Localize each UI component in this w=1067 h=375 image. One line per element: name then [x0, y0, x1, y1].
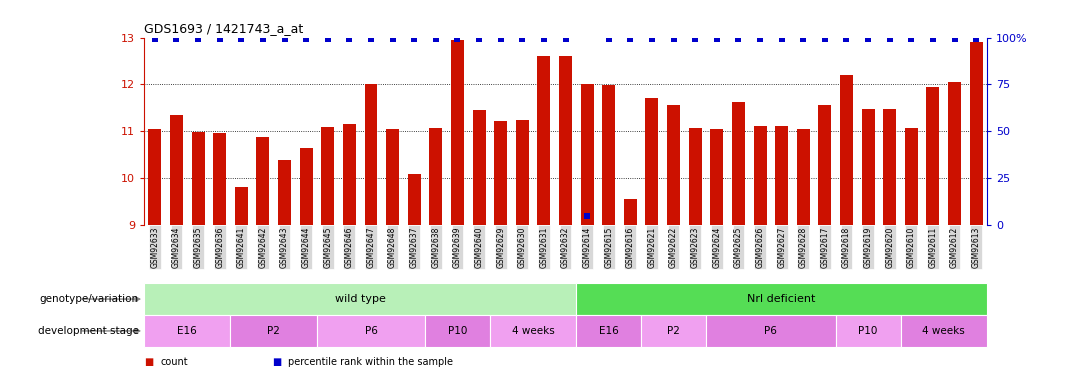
Bar	[490, 315, 576, 347]
Bar	[429, 128, 443, 225]
Bar	[624, 199, 637, 225]
Text: P2: P2	[268, 326, 281, 336]
Bar	[706, 315, 835, 347]
Text: P6: P6	[764, 326, 777, 336]
Bar	[732, 102, 745, 225]
Bar	[926, 87, 939, 225]
Bar	[386, 129, 399, 225]
Bar	[949, 82, 961, 225]
Bar	[576, 283, 987, 315]
Bar	[170, 115, 182, 225]
Bar	[365, 84, 378, 225]
Text: ■: ■	[144, 357, 154, 367]
Bar	[641, 315, 706, 347]
Bar	[775, 126, 789, 225]
Bar	[235, 187, 248, 225]
Bar	[473, 110, 485, 225]
Text: count: count	[160, 357, 188, 367]
Bar	[711, 129, 723, 225]
Bar	[425, 315, 490, 347]
Bar	[300, 148, 313, 225]
Bar	[408, 174, 420, 225]
Text: P10: P10	[859, 326, 878, 336]
Text: E16: E16	[599, 326, 619, 336]
Bar	[862, 109, 875, 225]
Bar	[494, 121, 507, 225]
Bar	[667, 105, 680, 225]
Text: P6: P6	[365, 326, 378, 336]
Bar	[538, 56, 551, 225]
Bar	[901, 315, 987, 347]
Bar	[451, 40, 464, 225]
Bar	[688, 128, 702, 225]
Text: E16: E16	[177, 326, 197, 336]
Bar	[602, 86, 616, 225]
Bar	[840, 75, 853, 225]
Bar	[576, 315, 641, 347]
Bar	[580, 84, 593, 225]
Text: 4 weeks: 4 weeks	[512, 326, 555, 336]
Bar	[256, 137, 269, 225]
Text: P10: P10	[448, 326, 467, 336]
Bar	[818, 105, 831, 225]
Bar	[559, 56, 572, 225]
Text: 4 weeks: 4 weeks	[922, 326, 966, 336]
Bar	[144, 315, 230, 347]
Text: wild type: wild type	[335, 294, 385, 304]
Bar	[753, 126, 766, 225]
Text: P2: P2	[667, 326, 680, 336]
Text: ■: ■	[272, 357, 282, 367]
Bar	[905, 128, 918, 225]
Bar	[835, 315, 901, 347]
Bar	[317, 315, 425, 347]
Bar	[278, 160, 291, 225]
Bar	[515, 120, 529, 225]
Text: percentile rank within the sample: percentile rank within the sample	[288, 357, 453, 367]
Bar	[343, 124, 356, 225]
Bar	[144, 283, 576, 315]
Bar	[192, 132, 205, 225]
Bar	[646, 99, 658, 225]
Text: Nrl deficient: Nrl deficient	[748, 294, 816, 304]
Bar	[213, 133, 226, 225]
Bar	[970, 42, 983, 225]
Bar	[321, 127, 334, 225]
Text: genotype/variation: genotype/variation	[39, 294, 139, 304]
Text: development stage: development stage	[37, 326, 139, 336]
Bar	[883, 109, 896, 225]
Text: GDS1693 / 1421743_a_at: GDS1693 / 1421743_a_at	[144, 22, 303, 35]
Bar	[230, 315, 317, 347]
Bar	[148, 129, 161, 225]
Bar	[797, 129, 810, 225]
